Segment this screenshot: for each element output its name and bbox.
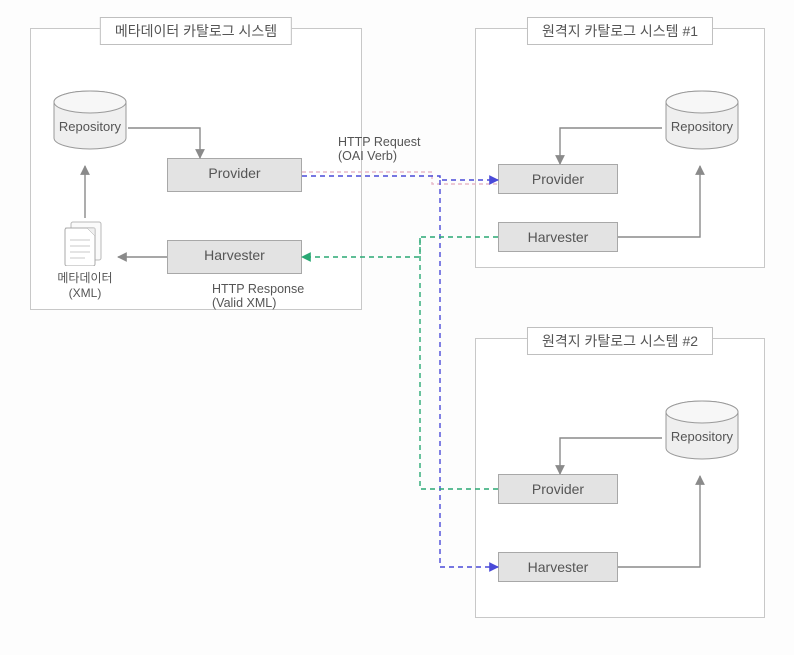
label-http-request-line1: HTTP Request	[338, 135, 420, 149]
cylinder-r1-label: Repository	[664, 119, 740, 134]
panel-metadata-catalog-title: 메타데이터 카탈로그 시스템	[100, 17, 292, 45]
doc-label-1: 메타데이터	[50, 269, 120, 286]
label-http-request: HTTP Request (OAI Verb)	[338, 135, 420, 163]
box-r2-provider: Provider	[498, 474, 618, 504]
panel-remote-catalog-1-title: 원격지 카탈로그 시스템 #1	[527, 17, 713, 45]
cylinder-left-label: Repository	[52, 119, 128, 134]
box-r2-harvester: Harvester	[498, 552, 618, 582]
box-r1-harvester: Harvester	[498, 222, 618, 252]
cylinder-left-repository: Repository	[52, 90, 128, 172]
label-http-response-line2: (Valid XML)	[212, 296, 304, 310]
box-left-harvester: Harvester	[167, 240, 302, 274]
label-http-response-line1: HTTP Response	[212, 282, 304, 296]
label-http-request-line2: (OAI Verb)	[338, 149, 420, 163]
label-http-response: HTTP Response (Valid XML)	[212, 282, 304, 310]
cylinder-r1-repository: Repository	[664, 90, 740, 172]
metadata-xml-doc-icon: 메타데이터 (XML)	[50, 218, 120, 300]
box-left-provider: Provider	[167, 158, 302, 192]
box-r1-provider: Provider	[498, 164, 618, 194]
panel-remote-catalog-2-title: 원격지 카탈로그 시스템 #2	[527, 327, 713, 355]
doc-label-2: (XML)	[50, 286, 120, 300]
cylinder-r2-label: Repository	[664, 429, 740, 444]
cylinder-r2-repository: Repository	[664, 400, 740, 482]
